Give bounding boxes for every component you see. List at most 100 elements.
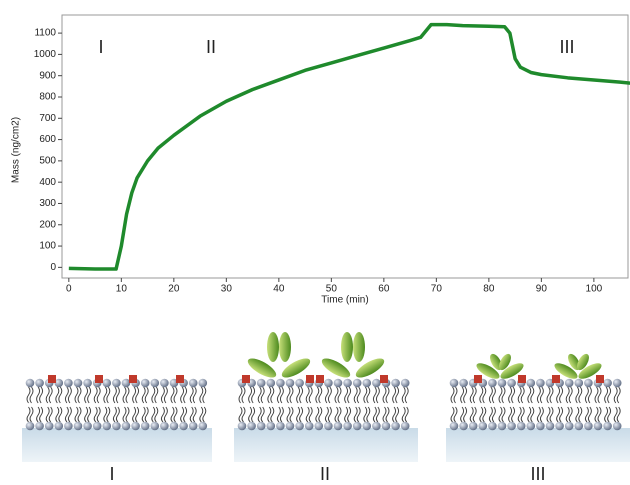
lipid-tail	[454, 387, 457, 403]
lipid-tail	[107, 387, 110, 403]
lipid-tail	[354, 387, 357, 403]
lipid-tail	[473, 387, 476, 403]
lipid-tail	[605, 407, 608, 422]
lipid-tail	[617, 407, 620, 422]
y-tick-label: 700	[39, 113, 56, 124]
lipid-tail	[190, 387, 193, 403]
lipid-head	[479, 422, 488, 431]
y-tick-label: 500	[39, 156, 56, 167]
lipid-head	[584, 379, 593, 388]
x-tick-label: 40	[273, 284, 285, 295]
y-tick-label: 200	[39, 219, 56, 230]
lipid-tail	[373, 387, 376, 403]
lipid-head	[199, 379, 208, 388]
lipid-tail	[145, 407, 148, 422]
lipid-tail	[480, 387, 483, 403]
lipid-tail	[200, 387, 203, 403]
anchor	[596, 375, 604, 383]
lipid-tail	[605, 387, 608, 403]
lipid-head	[35, 379, 44, 388]
lipid-tail	[306, 387, 309, 403]
plot-frame	[62, 15, 628, 278]
lipid-tail	[560, 387, 563, 403]
lipid-tail	[252, 387, 255, 403]
lipid-tail	[319, 407, 322, 422]
lipid-tail	[376, 407, 379, 422]
lipid-head	[555, 422, 564, 431]
lipid-tail	[239, 387, 242, 403]
lipid-tail	[46, 387, 49, 403]
lipid-tail	[528, 387, 531, 403]
y-tick-label: 100	[39, 241, 56, 252]
lipid-tail	[113, 387, 116, 403]
lipid-tail	[78, 387, 81, 403]
lipid-head	[469, 422, 478, 431]
antibody	[353, 332, 365, 362]
lipid-tail	[300, 387, 303, 403]
lipid-tail	[464, 407, 467, 422]
lipid-tail	[75, 387, 78, 403]
lipid-head	[112, 422, 121, 431]
lipid-tail	[161, 387, 164, 403]
lipid-tail	[396, 407, 399, 422]
lipid-tail	[88, 387, 91, 403]
lipid-tail	[126, 407, 129, 422]
lipid-head	[546, 422, 555, 431]
anchor	[95, 375, 103, 383]
lipid-tail	[547, 407, 550, 422]
lipid-tail	[608, 407, 611, 422]
substrate	[22, 428, 212, 462]
y-tick-label: 0	[50, 262, 56, 273]
lipid-tail	[588, 387, 591, 403]
lipid-tail	[181, 387, 184, 403]
lipid-head	[498, 379, 507, 388]
lipid-tail	[261, 387, 264, 403]
lipid-tail	[152, 407, 155, 422]
y-tick-label: 400	[39, 177, 56, 188]
lipid-head	[603, 379, 612, 388]
panel-label: I	[109, 464, 114, 484]
lipid-tail	[348, 407, 351, 422]
lipid-head	[93, 422, 102, 431]
lipid-tail	[123, 387, 126, 403]
lipid-tail	[499, 407, 502, 422]
annotation: I	[98, 37, 103, 57]
lipid-tail	[405, 407, 408, 422]
lipid-head	[170, 422, 179, 431]
lipid-tail	[268, 407, 271, 422]
lipid-tail	[537, 407, 540, 422]
lipid-tail	[75, 407, 78, 422]
lipid-tail	[200, 407, 203, 422]
lipid-tail	[383, 387, 386, 403]
lipid-tail	[136, 387, 139, 403]
anchor	[474, 375, 482, 383]
lipid-tail	[405, 387, 408, 403]
lipid-tail	[492, 407, 495, 422]
lipid-tail	[249, 387, 252, 403]
lipid-head	[74, 422, 83, 431]
lipid-tail	[252, 407, 255, 422]
lipid-head	[391, 379, 400, 388]
x-tick-label: 10	[116, 284, 128, 295]
lipid-tail	[335, 387, 338, 403]
lipid-head	[401, 379, 410, 388]
anchor	[48, 375, 56, 383]
lipid-head	[343, 379, 352, 388]
lipid-head	[286, 422, 295, 431]
lipid-head	[391, 422, 400, 431]
lipid-tail	[531, 407, 534, 422]
lipid-tail	[271, 387, 274, 403]
lipid-tail	[319, 387, 322, 403]
y-tick-label: 1100	[34, 28, 56, 39]
lipid-tail	[348, 387, 351, 403]
lipid-tail	[367, 387, 370, 403]
lipid-tail	[145, 387, 148, 403]
lipid-tail	[78, 407, 81, 422]
annotation: II	[206, 37, 216, 57]
lipid-tail	[354, 407, 357, 422]
lipid-tail	[585, 407, 588, 422]
lipid-tail	[174, 407, 177, 422]
lipid-tail	[338, 387, 341, 403]
lipid-tail	[94, 407, 97, 422]
lipid-head	[257, 422, 266, 431]
